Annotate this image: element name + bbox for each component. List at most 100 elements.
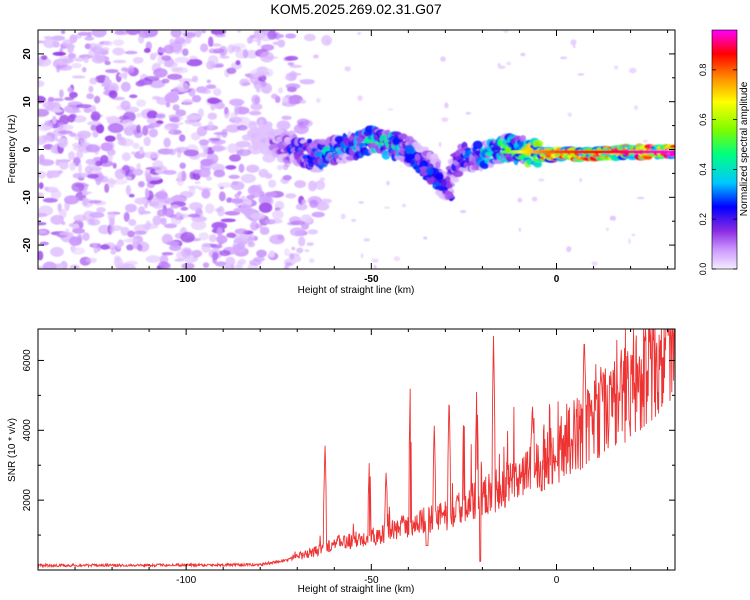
noise-cell (138, 34, 145, 44)
noise-cell (107, 123, 124, 133)
noise-cell (517, 197, 523, 203)
noise-cell (178, 116, 183, 121)
noise-cell (234, 105, 240, 116)
noise-cell (384, 206, 390, 209)
noise-cell (240, 173, 256, 184)
noise-cell (77, 130, 92, 139)
noise-cell (614, 65, 619, 70)
noise-cell (258, 202, 273, 213)
noise-cell (209, 234, 217, 243)
signal-cell (448, 193, 454, 199)
signal-core (646, 150, 650, 154)
noise-cell (90, 124, 98, 131)
signal-core (509, 150, 513, 154)
noise-cell (167, 73, 183, 80)
noise-cell (214, 208, 223, 213)
noise-cell (285, 83, 301, 90)
noise-cell (570, 39, 577, 46)
noise-cell (59, 231, 73, 236)
noise-cell (213, 131, 227, 136)
y-tick-label: 4000 (22, 419, 33, 442)
noise-cell (144, 188, 150, 199)
noise-cell (201, 242, 211, 253)
noise-cell (161, 252, 174, 256)
signal-core (631, 150, 635, 154)
noise-cell (134, 197, 147, 205)
signal-core (666, 150, 671, 154)
signal-cell (519, 135, 527, 142)
noise-cell (256, 89, 261, 93)
x-tick-label: 0 (554, 575, 560, 586)
noise-cell (109, 225, 115, 234)
noise-cell (64, 195, 80, 205)
noise-cell (127, 230, 135, 238)
y-tick-label: 20 (22, 48, 33, 60)
noise-cell (216, 227, 223, 237)
noise-cell (211, 221, 228, 230)
noise-cell (220, 218, 236, 223)
noise-cell (239, 78, 250, 87)
y-tick-label: 0 (22, 146, 33, 152)
noise-cell (263, 68, 274, 77)
noise-cell (82, 232, 90, 242)
noise-cell (68, 151, 76, 161)
noise-cell (163, 200, 172, 205)
signal-core (512, 150, 516, 154)
signal-core (518, 150, 522, 154)
noise-cell (186, 58, 203, 67)
noise-cell (267, 30, 277, 40)
noise-cell (168, 148, 177, 156)
noise-cell (38, 154, 45, 164)
noise-cell (185, 35, 192, 44)
signal-cell (405, 153, 415, 160)
noise-cell (38, 221, 47, 226)
noise-cell (133, 130, 143, 139)
noise-cell (189, 202, 203, 211)
noise-cell (226, 232, 237, 238)
noise-cell (245, 49, 259, 59)
signal-cell (449, 177, 460, 183)
noise-cell (258, 168, 269, 178)
noise-cell (230, 181, 245, 191)
noise-cell (171, 194, 187, 203)
noise-cell (112, 162, 117, 169)
snr-panel: -100 -50 0 2000 4000 6000 Height of straight … (7, 328, 676, 595)
signal-core (569, 150, 573, 154)
noise-cell (125, 176, 132, 181)
noise-cell (105, 69, 119, 74)
noise-cell (139, 146, 144, 155)
colorbar-tick-label: 0.0 (698, 263, 708, 276)
noise-cell (182, 99, 194, 105)
noise-cell (99, 160, 114, 167)
noise-cell (175, 109, 187, 117)
noise-cell (88, 200, 102, 204)
noise-cell (631, 233, 636, 237)
signal-core (530, 150, 534, 154)
noise-cell (69, 162, 76, 171)
noise-cell (340, 213, 346, 220)
noise-cell (136, 99, 147, 107)
noise-cell (128, 193, 135, 198)
signal-core (672, 150, 675, 154)
noise-cell (155, 191, 168, 200)
noise-cell (293, 123, 309, 135)
noise-cell (101, 83, 111, 87)
noise-cell (219, 55, 230, 59)
noise-cell (72, 145, 86, 152)
noise-cell (52, 115, 57, 125)
signal-core (658, 150, 662, 154)
noise-cell (205, 203, 215, 214)
noise-cell (264, 191, 277, 197)
signal-core (575, 150, 579, 154)
noise-cell (260, 80, 267, 87)
signal-core (663, 150, 668, 154)
noise-cell (591, 261, 598, 266)
noise-cell (179, 162, 186, 169)
noise-cell (38, 182, 44, 190)
noise-cell (104, 60, 111, 66)
noise-cell (125, 185, 131, 196)
noise-cell (371, 258, 379, 263)
noise-cell (518, 227, 521, 232)
noise-cell (129, 94, 138, 99)
noise-cell (152, 215, 162, 226)
